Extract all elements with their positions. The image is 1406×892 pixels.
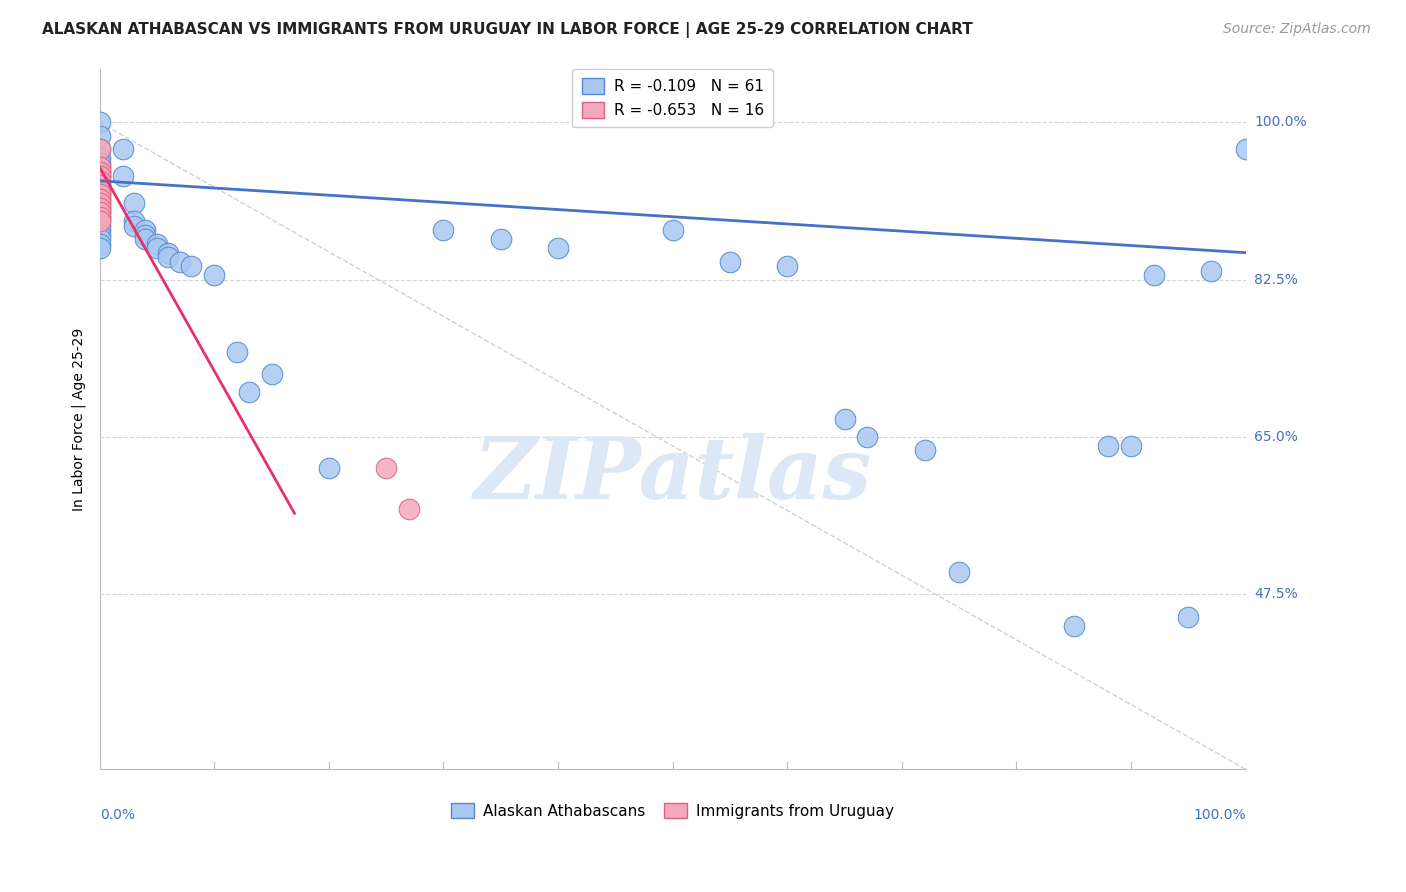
Point — [89, 210, 111, 224]
Point — [375, 461, 398, 475]
Point — [157, 245, 180, 260]
Point — [1201, 263, 1223, 277]
Point — [89, 205, 111, 219]
Point — [134, 223, 156, 237]
Point — [89, 142, 111, 156]
Point — [89, 174, 111, 188]
Point — [914, 443, 936, 458]
Point — [89, 214, 111, 228]
Point — [1119, 439, 1142, 453]
Point — [547, 241, 569, 255]
Point — [122, 196, 145, 211]
Point — [432, 223, 454, 237]
Point — [89, 201, 111, 215]
Point — [89, 210, 111, 224]
Point — [1063, 618, 1085, 632]
Text: 47.5%: 47.5% — [1254, 587, 1298, 601]
Point — [89, 161, 111, 175]
Text: ALASKAN ATHABASCAN VS IMMIGRANTS FROM URUGUAY IN LABOR FORCE | AGE 25-29 CORRELA: ALASKAN ATHABASCAN VS IMMIGRANTS FROM UR… — [42, 22, 973, 38]
Point — [89, 205, 111, 219]
Point — [89, 165, 111, 179]
Point — [89, 183, 111, 197]
Point — [661, 223, 683, 237]
Point — [89, 192, 111, 206]
Point — [89, 174, 111, 188]
Point — [146, 241, 169, 255]
Point — [89, 196, 111, 211]
Point — [89, 232, 111, 246]
Text: ZIPatlas: ZIPatlas — [474, 434, 872, 516]
Legend: Alaskan Athabascans, Immigrants from Uruguay: Alaskan Athabascans, Immigrants from Uru… — [446, 797, 900, 825]
Point — [157, 250, 180, 264]
Point — [89, 169, 111, 184]
Point — [89, 187, 111, 202]
Text: Source: ZipAtlas.com: Source: ZipAtlas.com — [1223, 22, 1371, 37]
Point — [89, 156, 111, 170]
Point — [226, 344, 249, 359]
Point — [1177, 609, 1199, 624]
Point — [489, 232, 512, 246]
Point — [89, 178, 111, 193]
Point — [834, 412, 856, 426]
Point — [718, 254, 741, 268]
Point — [134, 227, 156, 242]
Text: 65.0%: 65.0% — [1254, 430, 1298, 444]
Point — [111, 169, 134, 184]
Text: 0.0%: 0.0% — [100, 808, 135, 822]
Point — [111, 142, 134, 156]
Point — [89, 236, 111, 251]
Point — [948, 565, 970, 579]
Point — [89, 183, 111, 197]
Point — [89, 128, 111, 143]
Text: 100.0%: 100.0% — [1254, 115, 1306, 129]
Point — [318, 461, 340, 475]
Point — [89, 223, 111, 237]
Point — [1097, 439, 1119, 453]
Point — [1143, 268, 1166, 282]
Point — [398, 501, 420, 516]
Point — [1234, 142, 1257, 156]
Point — [89, 115, 111, 129]
Point — [89, 169, 111, 184]
Point — [89, 196, 111, 211]
Point — [134, 232, 156, 246]
Point — [89, 165, 111, 179]
Y-axis label: In Labor Force | Age 25-29: In Labor Force | Age 25-29 — [72, 327, 86, 510]
Point — [89, 241, 111, 255]
Point — [89, 219, 111, 233]
Point — [89, 187, 111, 202]
Point — [122, 219, 145, 233]
Point — [89, 142, 111, 156]
Point — [202, 268, 225, 282]
Point — [856, 430, 879, 444]
Point — [89, 214, 111, 228]
Point — [89, 161, 111, 175]
Point — [260, 367, 283, 381]
Point — [169, 254, 191, 268]
Point — [122, 214, 145, 228]
Point — [238, 384, 260, 399]
Text: 82.5%: 82.5% — [1254, 273, 1298, 286]
Point — [89, 201, 111, 215]
Point — [146, 236, 169, 251]
Text: 100.0%: 100.0% — [1194, 808, 1246, 822]
Point — [776, 259, 799, 273]
Point — [89, 227, 111, 242]
Point — [180, 259, 202, 273]
Point — [89, 178, 111, 193]
Point — [89, 192, 111, 206]
Point — [89, 152, 111, 166]
